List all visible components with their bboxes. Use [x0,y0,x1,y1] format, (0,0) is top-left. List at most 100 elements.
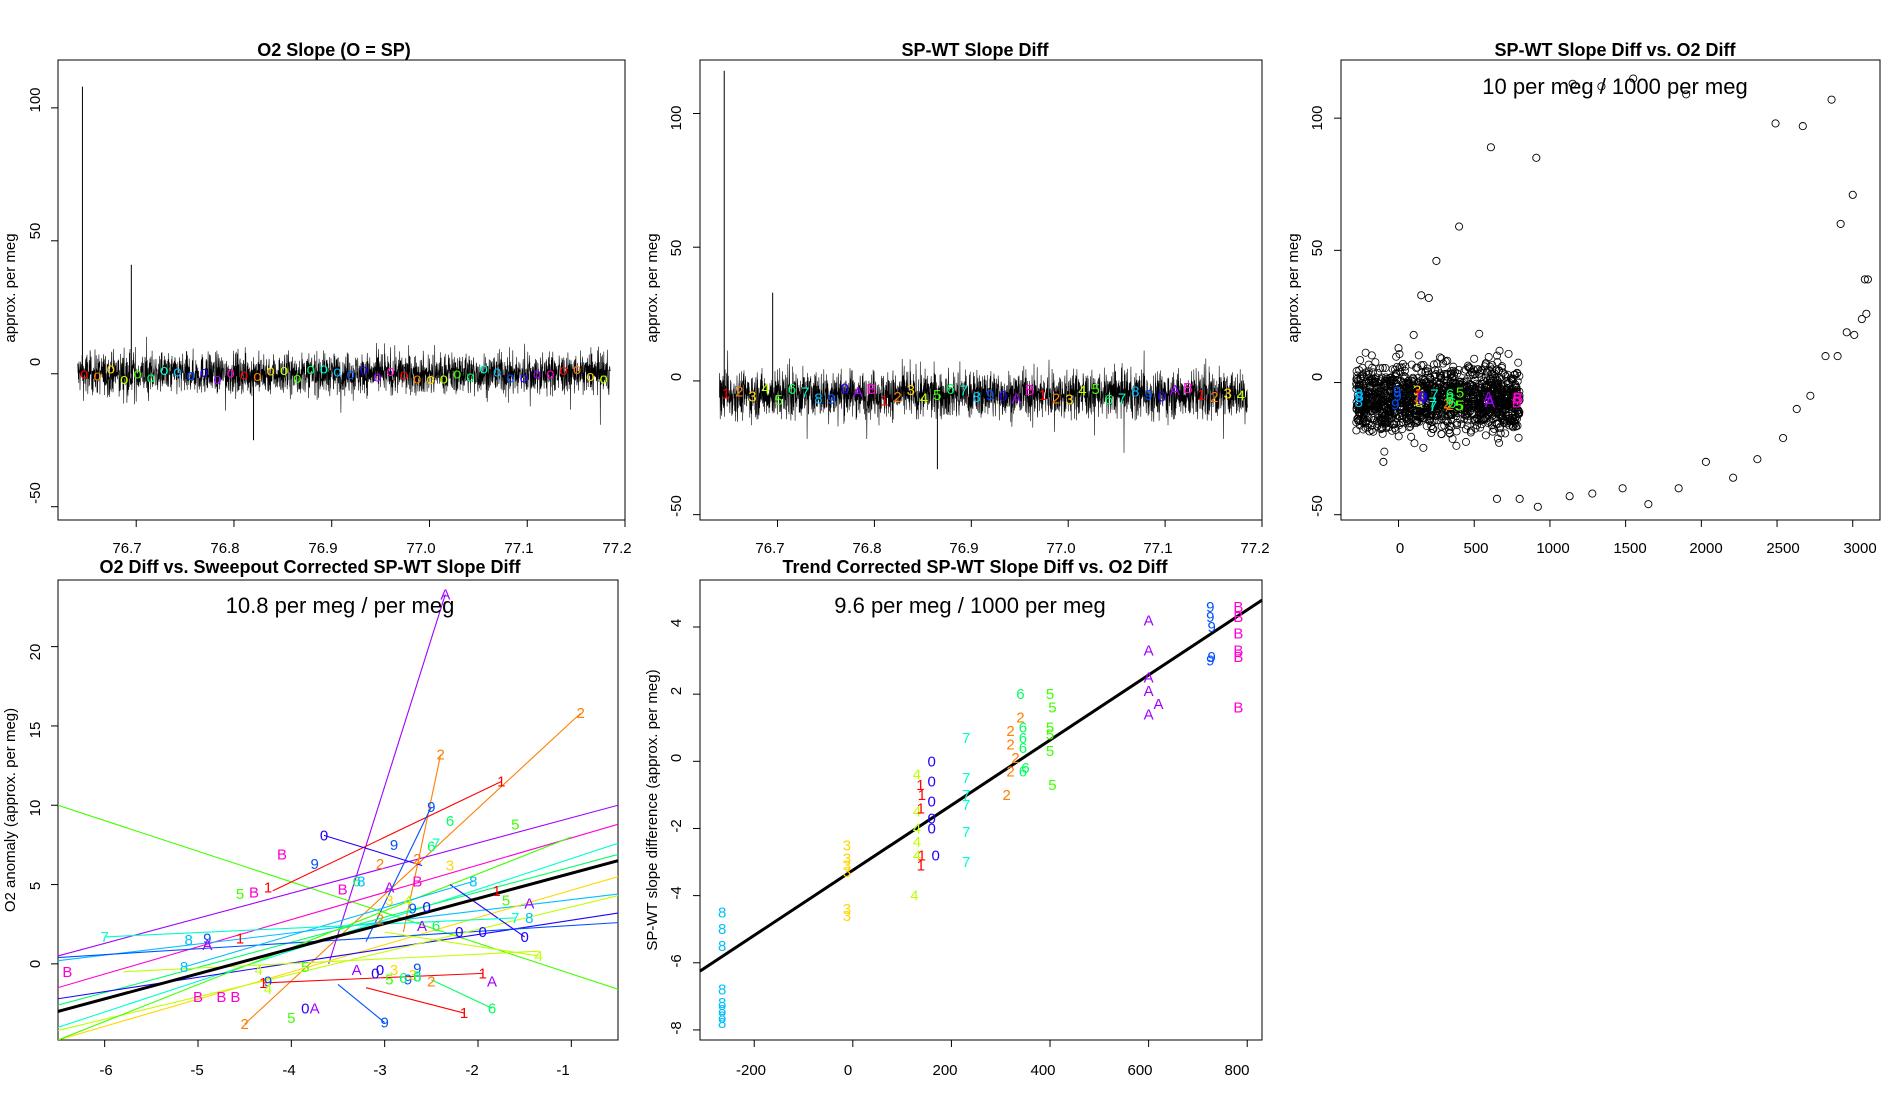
cycle-label: 2 [893,389,901,406]
point-label: 4 [404,892,412,909]
group-line [58,823,618,989]
tick-label: 10 [27,800,44,817]
point-label: 9 [1206,653,1214,670]
scatter-point [1378,397,1387,406]
cycle-label: 3 [748,389,756,406]
scatter-point [1514,358,1523,367]
tick-label: 0 [844,1062,852,1079]
point-label: B [193,989,203,1006]
tick-label: 1000 [1536,540,1569,557]
scatter-point [1371,358,1380,367]
scatter-point [1513,377,1522,386]
cycle-label: o [573,361,581,378]
scatter-point [1389,377,1398,386]
point-label: 8 [718,1015,726,1032]
point-label: B [1233,609,1243,626]
cluster-label: 6 [1446,386,1454,403]
scatter-point [1455,377,1464,386]
scatter-point [1418,414,1427,423]
scatter-point [1352,418,1361,427]
cluster-label: 1 [1415,386,1423,403]
cycle-label: o [466,368,474,385]
group-line [58,922,618,959]
panel-5-slope-annotation: 9.6 per meg / 1000 per meg [834,593,1106,618]
plot-frame [57,579,619,1041]
scatter-point [1364,367,1373,376]
scatter-point [1444,389,1453,398]
point-label: 3 [843,908,851,925]
cycle-label: o [480,360,488,377]
scatter-point [1471,424,1480,433]
cycle-label: o [173,363,181,380]
cluster-label: 2 [1446,397,1454,414]
cycle-label: o [346,366,354,383]
point-label: 3 [843,851,851,868]
scatter-point [1399,371,1408,380]
tick-label: -50 [1309,495,1326,517]
cycle-label: o [413,371,421,388]
scatter-point [1428,424,1437,433]
tick-label: 4 [668,619,685,627]
cycle-label: 6 [1105,392,1113,409]
scatter-point [1401,391,1410,400]
panel-4-title: O2 Diff vs. Sweepout Corrected SP-WT Slo… [99,557,521,577]
outlier-point [1432,256,1441,265]
point-label: 0 [520,929,528,946]
scatter-point [1407,414,1416,423]
group-line [323,834,423,867]
panel-2-ylabel: approx. per meg [644,233,661,342]
panel-sp-wt-slope-diff: SP-WT Slope Diff approx. per meg 1 2 3 456 7… [644,40,1270,557]
scatter-point [1423,364,1432,373]
point-label: 2 [413,851,421,868]
point-label: B [338,881,348,898]
scatter-point [1455,389,1464,398]
scatter-point [1358,388,1367,397]
noise-series-line [719,350,1248,453]
scatter-point [1495,410,1504,419]
scatter-point [1509,423,1518,432]
scatter-point [1501,429,1510,438]
tick-label: 77.1 [504,540,533,557]
panel-2-yticks: -50 0 50 100 [668,105,685,516]
point-label: 8 [718,1002,726,1019]
scatter-point [1378,363,1387,372]
scatter-point [1437,429,1446,438]
point-label: 6 [1019,720,1027,737]
scatter-point [1454,365,1463,374]
scatter-point [1467,409,1476,418]
cycle-label: o [506,369,514,386]
scatter-point [1397,402,1406,411]
cycle-label: o [426,371,434,388]
point-label: 7 [962,770,970,787]
outlier-point [1533,502,1542,511]
scatter-point [1383,397,1392,406]
cluster-label: 0 [1419,389,1427,406]
panel-1-ylabel: approx. per meg [2,233,19,342]
scatter-point [1392,386,1401,395]
plot-frame [1340,59,1881,521]
tick-label: 77.0 [1046,540,1075,557]
scatter-point [1510,415,1519,424]
scatter-point [1355,411,1364,420]
plot-frame [699,579,1263,1041]
cycle-label: o [120,371,128,388]
tick-label: -2 [465,1062,478,1079]
scatter-point [1445,428,1454,437]
scatter-point [1359,391,1368,400]
cycle-label: o [200,364,208,381]
cycle-label: o [320,361,328,378]
tick-label: -1 [556,1062,569,1079]
scatter-point [1450,368,1459,377]
scatter-point [1387,379,1396,388]
tick-label: -200 [736,1062,766,1079]
point-label: A [440,586,450,603]
cycle-label: 4 [761,380,769,397]
point-label: 8 [718,921,726,938]
scatter-point [1362,371,1371,380]
group-line [58,912,618,1000]
point-label: 9 [1208,619,1216,636]
point-label: 8 [180,959,188,976]
scatter-point [1364,378,1373,387]
scatter-point [1356,386,1365,395]
